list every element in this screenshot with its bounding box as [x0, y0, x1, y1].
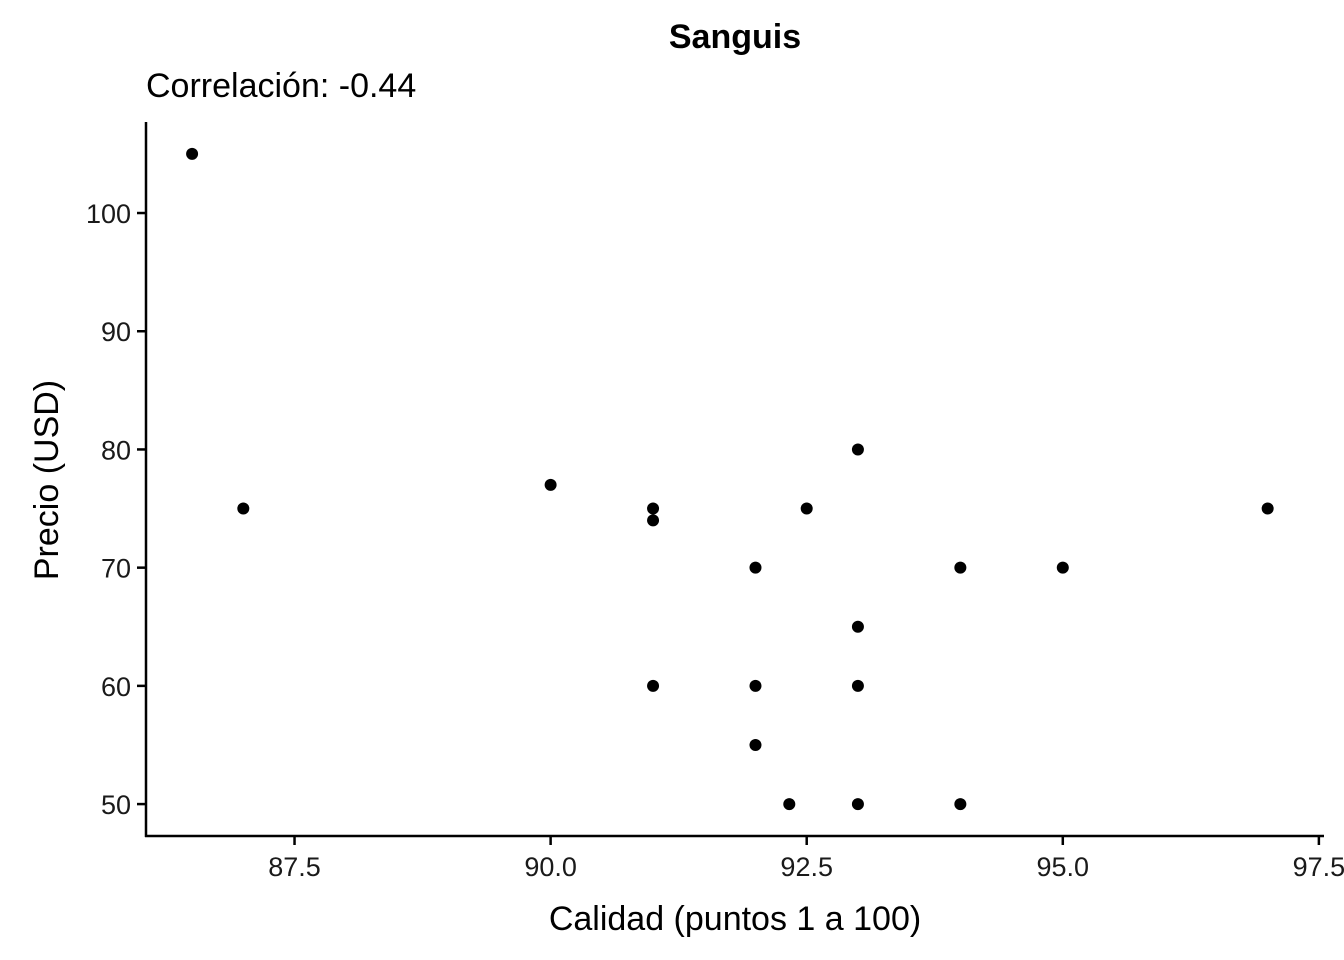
data-point: [647, 502, 660, 515]
x-tick-label: 90.0: [524, 852, 577, 882]
chart-title: Sanguis: [669, 18, 801, 56]
data-point: [783, 798, 796, 811]
data-point: [851, 443, 864, 456]
data-point: [647, 514, 660, 527]
data-point: [1056, 561, 1069, 574]
y-tick-label: 90: [101, 317, 131, 347]
x-tick-label: 87.5: [268, 852, 321, 882]
data-point: [749, 561, 762, 574]
data-point: [800, 502, 813, 515]
data-point: [749, 679, 762, 692]
y-tick-label: 60: [101, 672, 131, 702]
x-axis-title: Calidad (puntos 1 a 100): [549, 900, 921, 938]
plot-area: 87.5 90.0 92.5 95.0 97.5 50 60 70 80 90 100: [86, 122, 1344, 882]
y-tick-label: 70: [101, 554, 131, 584]
y-axis-title: Precio (USD): [28, 380, 66, 580]
y-tick-label: 50: [101, 790, 131, 820]
data-point: [1261, 502, 1274, 515]
data-point: [186, 147, 199, 160]
data-point: [851, 679, 864, 692]
x-tick-label: 92.5: [780, 852, 833, 882]
data-point: [851, 620, 864, 633]
data-point: [237, 502, 250, 515]
data-point: [851, 798, 864, 811]
x-tick-label: 97.5: [1293, 852, 1344, 882]
data-point: [544, 478, 557, 491]
data-point: [749, 738, 762, 751]
data-point: [954, 798, 967, 811]
data-point: [954, 561, 967, 574]
x-tick-label: 95.0: [1037, 852, 1090, 882]
y-tick-label: 80: [101, 435, 131, 465]
data-point: [647, 679, 660, 692]
y-tick-label: 100: [86, 199, 131, 229]
chart-subtitle: Correlación: -0.44: [146, 67, 416, 105]
